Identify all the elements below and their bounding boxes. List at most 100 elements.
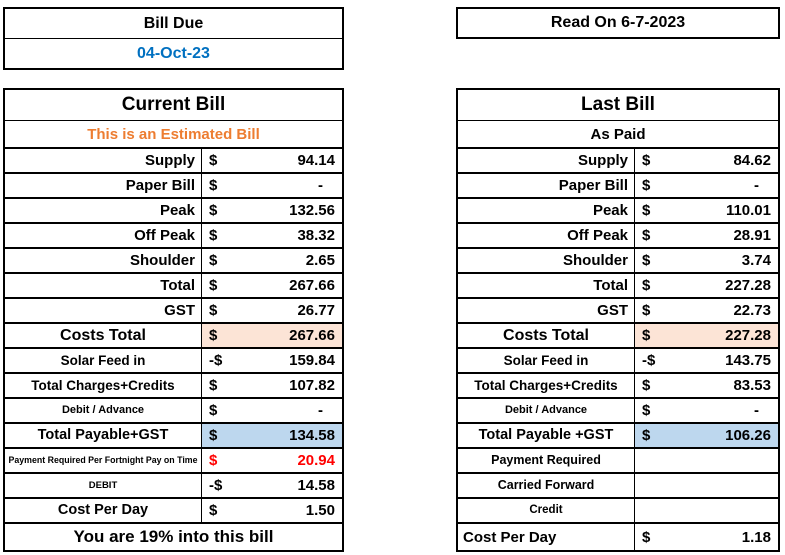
row-label-cell[interactable]: Carried Forward [458, 474, 635, 497]
currency-symbol: $ [209, 427, 218, 444]
row-label-cell[interactable]: Credit [458, 499, 635, 522]
row-value-cell[interactable]: $26.77 [202, 299, 342, 322]
currency-symbol: $ [642, 252, 651, 269]
table-row: Payment Required Per Fortnight Pay on Ti… [5, 447, 342, 472]
row-label-cell[interactable]: Debit / Advance [458, 399, 635, 422]
last-bill-title-cell[interactable]: Last Bill [458, 90, 778, 121]
last-bill-table: Last Bill As Paid Supply $84.62 Paper Bill… [456, 88, 780, 552]
row-label-cell[interactable]: Off Peak [5, 224, 202, 247]
row-value-cell[interactable]: $ - [202, 399, 342, 422]
table-row: Debit / Advance $ - [5, 397, 342, 422]
row-value-cell[interactable]: $107.82 [202, 374, 342, 397]
row-label-cell[interactable]: Payment Required [458, 449, 635, 472]
row-label-cell[interactable]: Paper Bill [458, 174, 635, 197]
row-value-cell[interactable]: -$ 14.58 [202, 474, 342, 497]
row-label-cell[interactable]: Paper Bill [5, 174, 202, 197]
table-row: Total Charges+Credits $107.82 [5, 372, 342, 397]
row-value-cell[interactable]: $20.94 [202, 449, 342, 472]
row-value-cell[interactable]: $110.01 [635, 199, 778, 222]
row-label-cell[interactable]: Debit / Advance [5, 399, 202, 422]
row-value-cell[interactable]: $106.26 [635, 424, 778, 447]
amount: 84.62 [733, 152, 771, 169]
amount: 38.32 [297, 227, 335, 244]
row-value-cell[interactable]: $1.50 [202, 499, 342, 522]
amount: 94.14 [297, 152, 335, 169]
row-value-cell[interactable]: $ - [202, 174, 342, 197]
row-label-cell[interactable]: Costs Total [458, 324, 635, 347]
read-on-title-cell[interactable]: Read On 6-7-2023 [458, 9, 778, 37]
bill-due-date-cell[interactable]: 04-Oct-23 [5, 39, 342, 68]
row-value-cell[interactable]: $ - [635, 174, 778, 197]
table-row: Costs Total $267.66 [5, 322, 342, 347]
row-value-cell[interactable]: $38.32 [202, 224, 342, 247]
row-value-cell[interactable]: $1.18 [635, 524, 778, 550]
row-value-cell[interactable]: $227.28 [635, 324, 778, 347]
row-value-cell[interactable]: $132.56 [202, 199, 342, 222]
row-label-cell[interactable]: GST [458, 299, 635, 322]
row-value-cell[interactable]: $22.73 [635, 299, 778, 322]
row-value-cell[interactable]: -$ 159.84 [202, 349, 342, 372]
row-label-cell[interactable]: Off Peak [458, 224, 635, 247]
currency-symbol: $ [642, 402, 651, 419]
row-label-cell[interactable]: Supply [5, 149, 202, 172]
row-label-cell[interactable]: Total [5, 274, 202, 297]
table-row: Peak $132.56 [5, 197, 342, 222]
amount: 267.66 [289, 327, 335, 344]
row-value-cell[interactable] [635, 474, 778, 497]
currency-symbol: -$ [642, 352, 656, 369]
row-label-cell[interactable]: Supply [458, 149, 635, 172]
row-value-cell[interactable]: $28.91 [635, 224, 778, 247]
row-label-cell[interactable]: Solar Feed in [5, 349, 202, 372]
row-label-cell[interactable]: Shoulder [458, 249, 635, 272]
row-label-cell[interactable]: Cost Per Day [5, 499, 202, 522]
row-value-cell[interactable]: $134.58 [202, 424, 342, 447]
currency-symbol: $ [209, 327, 218, 344]
row-label-cell[interactable]: Peak [5, 199, 202, 222]
row-label-cell[interactable]: Total Charges+Credits [5, 374, 202, 397]
amount: 20.94 [297, 452, 335, 469]
row-value-cell[interactable]: $267.66 [202, 274, 342, 297]
row-label-cell[interactable]: Costs Total [5, 324, 202, 347]
amount: 83.53 [733, 377, 771, 394]
row-value-cell[interactable] [635, 499, 778, 522]
currency-symbol: -$ [209, 477, 223, 494]
table-row: Total Charges+Credits $83.53 [458, 372, 778, 397]
amount: 143.75 [725, 352, 771, 369]
row-label-cell[interactable]: DEBIT [5, 474, 202, 497]
row-label-cell[interactable]: Total Payable +GST [458, 424, 635, 447]
row-label-cell[interactable]: Solar Feed in [458, 349, 635, 372]
row-label-cell[interactable]: Cost Per Day [458, 524, 635, 550]
currency-symbol: -$ [209, 352, 223, 369]
row-value-cell[interactable]: $94.14 [202, 149, 342, 172]
currency-symbol: $ [209, 277, 218, 294]
bill-progress-note: You are 19% into this bill [73, 527, 274, 546]
estimated-bill-note: This is an Estimated Bill [87, 125, 260, 143]
row-label-cell[interactable]: GST [5, 299, 202, 322]
row-label-cell[interactable]: Shoulder [5, 249, 202, 272]
row-value-cell[interactable]: $84.62 [635, 149, 778, 172]
row-value-cell[interactable]: $2.65 [202, 249, 342, 272]
row-value-cell[interactable]: $ - [635, 399, 778, 422]
row-label-cell[interactable]: Peak [458, 199, 635, 222]
row-label-cell[interactable]: Total Charges+Credits [458, 374, 635, 397]
row-value-cell[interactable]: -$ 143.75 [635, 349, 778, 372]
row-value-cell[interactable] [635, 449, 778, 472]
row-value-cell[interactable]: $83.53 [635, 374, 778, 397]
row-value-cell[interactable]: $3.74 [635, 249, 778, 272]
currency-symbol: $ [642, 152, 651, 169]
current-bill-title-cell[interactable]: Current Bill [5, 90, 342, 121]
row-value-cell[interactable]: $227.28 [635, 274, 778, 297]
table-row: Supply $94.14 [5, 147, 342, 172]
currency-symbol: $ [642, 277, 651, 294]
row-label-cell[interactable]: Total [458, 274, 635, 297]
row-value-cell[interactable]: $267.66 [202, 324, 342, 347]
row-label-cell[interactable]: Payment Required Per Fortnight Pay on Ti… [5, 449, 202, 472]
current-bill-subtitle-cell[interactable]: This is an Estimated Bill [5, 121, 342, 147]
last-bill-subtitle-cell[interactable]: As Paid [458, 121, 778, 147]
currency-symbol: $ [642, 427, 651, 444]
currency-symbol: $ [209, 452, 218, 469]
bill-progress-cell[interactable]: You are 19% into this bill [5, 522, 342, 550]
row-label-cell[interactable]: Total Payable+GST [5, 424, 202, 447]
table-row: GST $26.77 [5, 297, 342, 322]
bill-due-title-cell[interactable]: Bill Due [5, 9, 342, 39]
